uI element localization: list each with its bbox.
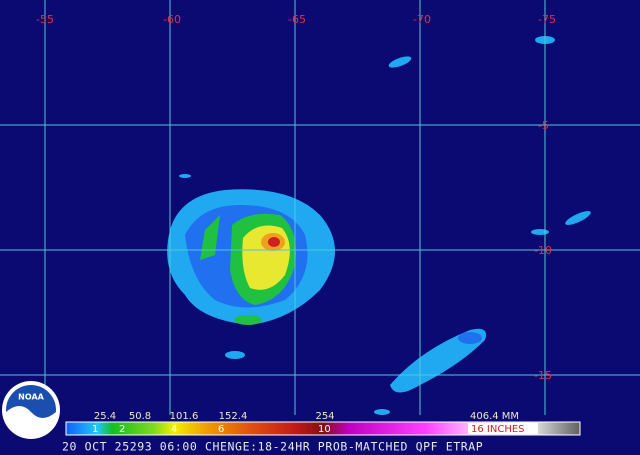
lon-label: -75 <box>538 13 556 26</box>
precip <box>167 36 591 415</box>
mm-label: 406.4 MM <box>470 411 519 422</box>
inch-label: 16 INCHES <box>471 424 525 435</box>
logo-text: NOAA <box>18 393 44 402</box>
inch-label-box <box>468 423 538 434</box>
lat-label: -5 <box>538 119 549 132</box>
inch-label: 10 <box>318 424 331 435</box>
mm-label: 254 <box>315 411 334 422</box>
inch-label: 6 <box>218 424 224 435</box>
mm-label: 25.4 <box>94 411 116 422</box>
mm-label: 50.8 <box>129 411 151 422</box>
inch-label: 4 <box>171 424 177 435</box>
inch-label: 1 <box>92 424 98 435</box>
mm-label: 101.6 <box>170 411 199 422</box>
lat-label: -15 <box>534 369 552 382</box>
lon-label: -70 <box>413 13 431 26</box>
lon-label: -60 <box>163 13 181 26</box>
lon-label: -55 <box>36 13 54 26</box>
graticule <box>0 0 640 415</box>
lat-label: -10 <box>534 244 552 257</box>
color-bar <box>65 421 581 436</box>
footer: 20 OCT 25293 06:00 CHENGE:18-24HR PROB-M… <box>62 440 483 454</box>
lon-label: -65 <box>288 13 306 26</box>
inch-label: 2 <box>119 424 125 435</box>
noaa-logo: NOAA <box>2 381 60 439</box>
mm-label: 152.4 <box>219 411 248 422</box>
